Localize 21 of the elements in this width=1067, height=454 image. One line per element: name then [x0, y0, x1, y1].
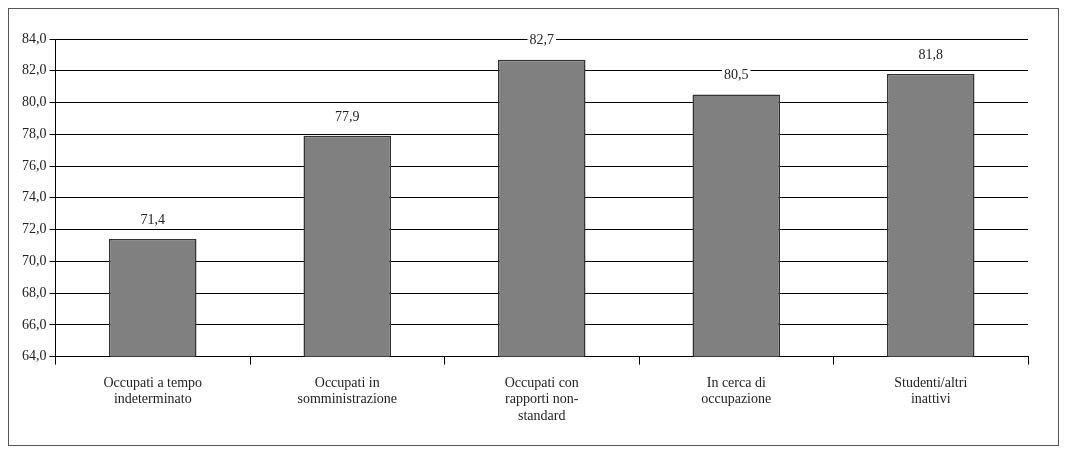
y-tick-label: 66,0	[22, 316, 47, 332]
data-label: 71,4	[140, 211, 165, 227]
x-tick-label: In cerca di occupazione	[701, 374, 772, 407]
y-tick-label: 64,0	[22, 348, 47, 364]
x-tick-label: Occupati con rapporti non-standard	[504, 374, 579, 424]
x-tick-label: Occupati a tempo indeterminato	[103, 374, 203, 407]
y-tick-label: 78,0	[22, 125, 47, 141]
y-tick-label: 74,0	[22, 189, 47, 205]
x-tick-label: Studenti/altri inattivi	[894, 374, 968, 407]
x-tick-label: Occupati in somministrazione	[297, 374, 398, 407]
y-tick-label: 72,0	[22, 221, 47, 237]
data-label: 82,7	[529, 32, 554, 48]
y-tick-label: 70,0	[22, 252, 47, 268]
y-tick-label: 80,0	[22, 94, 47, 110]
y-tick-label: 84,0	[22, 30, 47, 46]
y-tick-label: 68,0	[22, 284, 47, 300]
y-tick-label: 76,0	[22, 157, 47, 173]
data-label: 80,5	[724, 67, 749, 83]
y-tick-label: 82,0	[22, 62, 47, 78]
data-label: 81,8	[918, 46, 943, 62]
data-label: 77,9	[335, 108, 360, 124]
